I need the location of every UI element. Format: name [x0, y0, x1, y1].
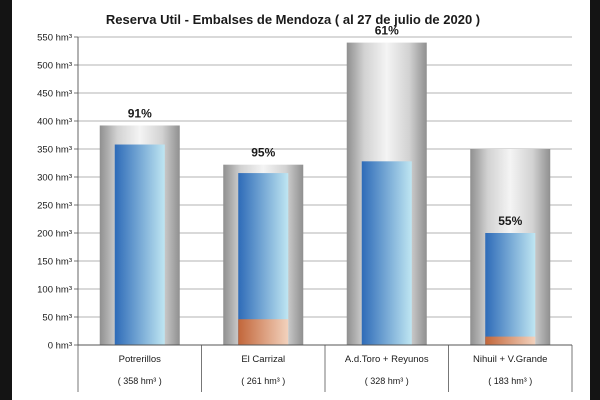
- dead-volume-bar: [485, 336, 536, 345]
- chart-frame: Reserva Util - Embalses de Mendoza ( al …: [12, 0, 590, 400]
- chart-title: Reserva Util - Embalses de Mendoza ( al …: [106, 12, 480, 27]
- category-label: El Carrizal: [241, 354, 285, 365]
- y-tick-label: 450 hm³: [37, 89, 72, 100]
- reservoir-chart: Reserva Util - Embalses de Mendoza ( al …: [37, 12, 573, 392]
- y-tick-label: 150 hm³: [37, 257, 72, 268]
- bars-layer: 91% 95% 61% 55%: [99, 24, 551, 345]
- y-tick-label: 50 hm³: [42, 313, 72, 324]
- category-label: A.d.Toro + Reyunos: [345, 354, 429, 365]
- y-tick-label: 100 hm³: [37, 285, 72, 296]
- category-label: Potrerillos: [119, 354, 161, 365]
- capacity-label: ( 358 hm³ ): [118, 376, 162, 386]
- capacity-label: ( 183 hm³ ): [488, 376, 532, 386]
- percent-label: 55%: [498, 214, 522, 228]
- y-tick-label: 250 hm³: [37, 201, 72, 212]
- y-tick-label: 350 hm³: [37, 145, 72, 156]
- y-axis: 0 hm³ 50 hm³ 100 hm³ 150 hm³ 200 hm³ 250 hm³ 3…: [37, 33, 79, 352]
- stored-volume-bar: [114, 144, 165, 345]
- y-tick-label: 500 hm³: [37, 61, 72, 72]
- percent-label: 61%: [375, 24, 399, 38]
- percent-label: 91%: [128, 106, 152, 120]
- x-axis: Potrerillos ( 358 hm³ ) El Carrizal ( 261 h…: [77, 344, 573, 392]
- y-tick-label: 200 hm³: [37, 229, 72, 240]
- y-tick-label: 0 hm³: [48, 341, 72, 352]
- percent-label: 95%: [251, 146, 275, 160]
- y-tick-label: 550 hm³: [37, 33, 72, 44]
- y-tick-label: 400 hm³: [37, 117, 72, 128]
- y-tick-label: 300 hm³: [37, 173, 72, 184]
- dead-volume-bar: [238, 319, 289, 345]
- stored-volume-bar: [361, 161, 412, 345]
- stored-volume-bar: [485, 233, 536, 345]
- stored-volume-bar: [238, 173, 289, 345]
- capacity-label: ( 328 hm³ ): [365, 376, 409, 386]
- capacity-label: ( 261 hm³ ): [241, 376, 285, 386]
- category-label: Nihuil + V.Grande: [473, 354, 547, 365]
